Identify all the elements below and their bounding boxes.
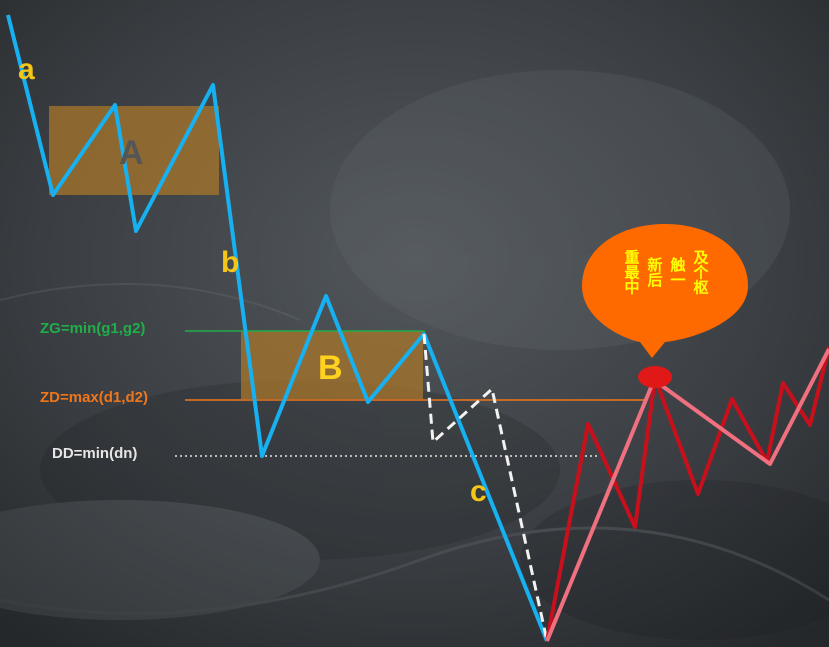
wave-label-a: a: [18, 53, 35, 86]
touch-point-dot: [638, 366, 672, 388]
alternative-dashed-path: [422, 333, 549, 642]
zone-B-rect: [241, 331, 423, 399]
zone-A-rect: [49, 106, 219, 195]
callout-text-col-2: 新后: [646, 256, 663, 288]
red-rebound-path: [545, 346, 829, 642]
callout-text-col-1: 重最中: [623, 249, 640, 296]
zg-label: ZG=min(g1,g2): [40, 320, 145, 337]
zone-label-A: A: [119, 134, 144, 172]
callout-text-col-3: 触一: [669, 256, 686, 287]
callout-bubble: [582, 224, 748, 358]
descending-wave-line: [6, 14, 549, 642]
zone-label-B: B: [318, 349, 343, 387]
wave-label-b: b: [221, 246, 239, 279]
pink-rebound-path: [545, 348, 829, 642]
wave-label-c: c: [470, 475, 487, 508]
dd-label: DD=min(dn): [52, 445, 137, 462]
callout-text-col-4: 及个枢: [692, 250, 710, 296]
zd-label: ZD=max(d1,d2): [40, 389, 148, 406]
